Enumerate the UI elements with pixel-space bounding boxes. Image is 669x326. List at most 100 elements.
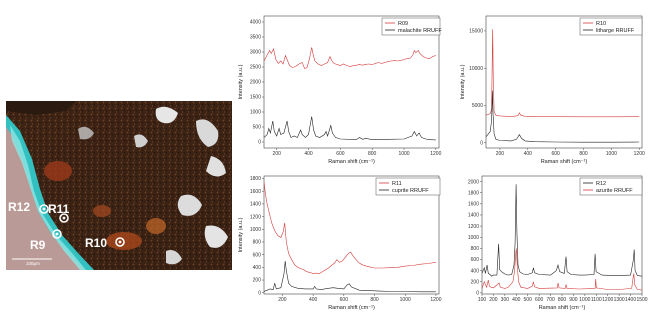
x-tick-label: 1300 (614, 297, 625, 303)
x-tick-label: 800 (370, 297, 379, 303)
y-tick-label: 0 (258, 290, 261, 296)
chart-r12-svg: 100 200 300 400 500 600 700 800 900 1000 1100 1200 1… (468, 175, 648, 311)
legend-entry: R12 (596, 181, 606, 187)
micrograph-label-r11: R11 (48, 202, 70, 216)
legend-box (375, 177, 441, 196)
y-tick-label: 2000 (468, 179, 479, 185)
y-tick-label: 1800 (250, 176, 261, 182)
y-tick-label: 1600 (250, 189, 261, 195)
x-tick-label: 1200 (634, 151, 645, 157)
x-tick-label: 1000 (400, 297, 411, 303)
x-tick-label: 200 (278, 297, 287, 303)
x-tick-label: 1000 (579, 297, 590, 303)
y-tick-label: 2500 (250, 65, 261, 71)
y-tick-label: 1800 (468, 190, 479, 196)
x-tick-label: 400 (512, 297, 521, 303)
x-axis-label: Raman shift (cm⁻¹) (328, 159, 375, 165)
y-tick-label: 1400 (250, 202, 261, 208)
micrograph-label-r10: R10 (85, 236, 107, 250)
micrograph-label-r12: R12 (8, 200, 30, 214)
chart-r12: 100 200 300 400 500 600 700 800 900 1000 1100 1200 1… (456, 170, 649, 320)
y-tick-label: 0 (480, 140, 483, 146)
y-tick-label: 3500 (250, 35, 261, 41)
x-tick-label: 400 (304, 151, 313, 157)
y-tick-label: 1600 (468, 202, 479, 208)
y-tick-label: 3000 (250, 50, 261, 56)
x-tick-label: 1000 (606, 151, 617, 157)
spot-marker-r11 (59, 213, 69, 223)
legend-entry: cuprite RRUFF (392, 188, 429, 194)
y-tick-label: 400 (471, 268, 480, 274)
x-tick-label: 1400 (625, 297, 636, 303)
y-tick-label: 800 (253, 240, 262, 246)
y-tick-label: 4000 (250, 20, 261, 26)
scale-bar-label: 100μm (26, 261, 40, 266)
x-tick-label: 600 (340, 297, 349, 303)
y-tick-label: 15000 (469, 29, 483, 35)
legend-entry: malachite RRUFF (398, 28, 442, 34)
y-tick-label: 1000 (468, 235, 479, 241)
y-tick-label: 2000 (250, 80, 261, 86)
y-tick-label: 600 (253, 252, 262, 258)
x-tick-label: 1100 (591, 297, 602, 303)
y-tick-label: 10000 (469, 66, 483, 72)
chart-r10: 200 400 600 800 1000 1200 0 5000 10000 15000 Raman… (456, 10, 649, 166)
spot-marker-r10 (115, 237, 125, 247)
series-line-r12 (482, 184, 642, 277)
y-tick-label: 0 (476, 291, 479, 297)
y-tick-label: 5000 (472, 103, 483, 109)
chart-r11-svg: 200 400 600 800 1000 1200 0 200 400 600 800 1000 120… (238, 175, 442, 311)
y-tick-label: 800 (471, 246, 480, 252)
legend-box (381, 17, 441, 36)
series-line-r11 (264, 181, 436, 275)
micrograph-panel: R12 R11 R9 R10 100μm (6, 101, 232, 270)
micrograph-label-r9: R9 (30, 238, 46, 252)
series-line-litharge-rruff (486, 90, 640, 143)
x-tick-label: 600 (551, 151, 560, 157)
plot-frame (485, 15, 643, 149)
y-tick-label: 500 (253, 125, 262, 131)
series-line-malachite-rruff (264, 116, 436, 141)
y-tick-label: 1200 (468, 224, 479, 230)
plot-frame (263, 175, 440, 295)
y-tick-label: 1400 (468, 213, 479, 219)
x-tick-label: 1200 (430, 151, 441, 157)
x-axis-label: Raman shift (cm⁻¹) (539, 305, 586, 311)
spot-marker-r9 (52, 229, 62, 239)
legend-entry: R09 (398, 21, 408, 27)
y-tick-label: 0 (258, 140, 261, 146)
legend-entry: azurite RRUFF (596, 188, 633, 194)
x-tick-label: 1000 (398, 151, 409, 157)
y-tick-label: 1000 (250, 227, 261, 233)
y-axis-label: Intensity (a.u.) (238, 217, 244, 252)
x-tick-label: 800 (579, 151, 588, 157)
y-tick-label: 1500 (250, 95, 261, 101)
x-tick-label: 800 (558, 297, 567, 303)
y-axis-label: Intensity (a.u.) (460, 64, 466, 99)
series-line-r10 (486, 29, 640, 118)
chart-r10-svg: 200 400 600 800 1000 1200 0 5000 10000 15000 Raman… (460, 15, 645, 165)
x-tick-label: 800 (368, 151, 377, 157)
y-tick-label: 200 (471, 279, 480, 285)
x-tick-label: 500 (524, 297, 533, 303)
y-tick-label: 1200 (250, 214, 261, 220)
micrograph-image: R12 R11 R9 R10 100μm (6, 101, 232, 270)
x-tick-label: 400 (524, 151, 533, 157)
y-axis-label: Intensity (a.u.) (238, 64, 244, 99)
y-tick-label: 200 (253, 278, 262, 284)
x-tick-label: 1500 (636, 297, 647, 303)
x-axis-label: Raman shift (cm⁻¹) (541, 159, 588, 165)
legend-box (579, 17, 643, 36)
x-tick-label: 600 (535, 297, 544, 303)
chart-r11: 200 400 600 800 1000 1200 0 200 400 600 800 1000 120… (232, 170, 449, 320)
x-tick-label: 1200 (430, 297, 441, 303)
x-tick-label: 300 (501, 297, 510, 303)
x-tick-label: 900 (569, 297, 578, 303)
spot-marker-r12 (39, 204, 49, 214)
series-line-r09 (264, 47, 436, 69)
legend-box (579, 177, 643, 196)
x-tick-label: 200 (496, 151, 505, 157)
x-axis-label: Raman shift (cm⁻¹) (328, 305, 375, 311)
legend-entry: R10 (596, 21, 606, 27)
y-tick-label: 600 (471, 257, 480, 263)
